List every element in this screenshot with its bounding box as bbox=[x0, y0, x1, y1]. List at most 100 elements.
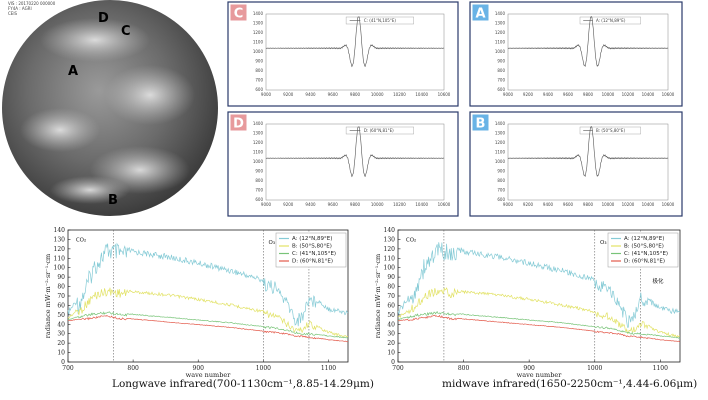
x-tick-label: 9800 bbox=[583, 92, 594, 97]
legend-box bbox=[345, 126, 414, 135]
globe-header-line: VIS : 20170220 000000 bbox=[8, 1, 56, 6]
panel-badge bbox=[471, 3, 490, 22]
chart-annotation: O₃ bbox=[600, 240, 607, 246]
y-tick-label: 110 bbox=[54, 255, 66, 262]
panel-frame bbox=[469, 111, 683, 217]
y-tick-label: 130 bbox=[384, 236, 396, 243]
y-tick-label: 900 bbox=[497, 169, 505, 174]
y-tick-label: 1200 bbox=[253, 30, 264, 35]
cloud-band bbox=[105, 65, 195, 125]
legend-label: D: (60°N,81°E) bbox=[292, 259, 333, 265]
plot-area bbox=[265, 13, 445, 91]
y-tick-label: 140 bbox=[384, 227, 396, 234]
y-tick-label: 110 bbox=[384, 255, 396, 262]
x-tick-label: 9000 bbox=[503, 92, 514, 97]
y-tick-label: 1400 bbox=[253, 121, 264, 126]
x-tick-label: 10200 bbox=[622, 202, 635, 207]
y-tick-label: 1000 bbox=[253, 49, 264, 54]
x-tick-label: 10000 bbox=[602, 202, 615, 207]
x-tick-label: 10000 bbox=[371, 202, 384, 207]
globe-label-b: B bbox=[108, 193, 118, 208]
panel-frame bbox=[227, 111, 459, 217]
x-tick-label: 9600 bbox=[563, 202, 574, 207]
y-tick-label: 1000 bbox=[253, 159, 264, 164]
x-tick-label: 9200 bbox=[283, 202, 294, 207]
y-tick-label: 50 bbox=[387, 312, 395, 319]
x-tick-label: 9000 bbox=[261, 92, 272, 97]
y-tick-label: 1300 bbox=[495, 131, 506, 136]
x-tick-label: 9600 bbox=[563, 92, 574, 97]
y-tick-label: 1100 bbox=[495, 40, 506, 45]
legend-label: B: (50°S,80°E) bbox=[292, 244, 332, 250]
legend-box bbox=[579, 126, 641, 135]
y-tick-label: 50 bbox=[57, 312, 65, 319]
y-tick-label: 140 bbox=[54, 227, 66, 234]
y-tick-label: 1300 bbox=[253, 21, 264, 26]
x-tick-label: 9200 bbox=[283, 92, 294, 97]
y-tick-label: 800 bbox=[255, 178, 263, 183]
x-axis-label: wave number bbox=[517, 371, 563, 379]
x-tick-label: 900 bbox=[523, 365, 535, 372]
x-tick-label: 10600 bbox=[438, 92, 451, 97]
y-tick-label: 600 bbox=[255, 197, 263, 202]
panel-frame bbox=[227, 1, 459, 107]
interferogram-line bbox=[265, 126, 445, 178]
x-tick-label: 1000 bbox=[587, 365, 602, 372]
satellite-globe-image: VIS : 20170220 000000 FY4A : AGRI CEIS D… bbox=[2, 0, 218, 216]
y-tick-label: 70 bbox=[57, 293, 65, 300]
interferogram-line bbox=[265, 16, 445, 68]
y-tick-label: 40 bbox=[387, 321, 395, 328]
series-line bbox=[67, 311, 349, 339]
x-tick-label: 9200 bbox=[523, 202, 534, 207]
y-tick-label: 30 bbox=[387, 331, 395, 338]
y-tick-label: 1400 bbox=[495, 11, 506, 16]
spectrum-chart: 0 10 20 30 40 50 60 70 80 90 100 110 120 130 140 700 800… bbox=[44, 227, 349, 379]
x-tick-label: 10200 bbox=[393, 92, 406, 97]
y-tick-label: 20 bbox=[387, 340, 395, 347]
x-tick-label: 10400 bbox=[642, 92, 655, 97]
globe-header-line: FY4A : AGRI bbox=[8, 6, 32, 11]
y-tick-label: 70 bbox=[387, 293, 395, 300]
y-tick-label: 900 bbox=[255, 169, 263, 174]
cloud-band bbox=[20, 108, 100, 152]
legend-label: C: (41°N,105°E) bbox=[292, 251, 336, 257]
chart-annotation: 极化 bbox=[652, 277, 664, 285]
chart-annotation: CO₂ bbox=[76, 237, 86, 243]
y-tick-label: 1100 bbox=[253, 150, 264, 155]
y-axis-label: radiance mW·m⁻²·sr⁻¹·cm bbox=[374, 254, 382, 338]
y-tick-label: 900 bbox=[255, 59, 263, 64]
panel-frame bbox=[469, 1, 683, 107]
y-tick-label: 1100 bbox=[253, 40, 264, 45]
y-tick-label: 100 bbox=[384, 265, 396, 272]
x-tick-label: 1000 bbox=[256, 365, 271, 372]
y-tick-label: 120 bbox=[54, 246, 66, 253]
x-tick-label: 10600 bbox=[438, 202, 451, 207]
y-tick-label: 600 bbox=[497, 87, 505, 92]
x-tick-label: 10200 bbox=[393, 202, 406, 207]
x-tick-label: 9400 bbox=[543, 202, 554, 207]
legend-box bbox=[579, 16, 641, 25]
y-tick-label: 90 bbox=[387, 274, 395, 281]
interferogram-line bbox=[507, 125, 669, 178]
legend-label: B: (50°S,80°E) bbox=[596, 128, 625, 133]
panel-badge bbox=[471, 113, 490, 132]
y-tick-label: 90 bbox=[57, 274, 65, 281]
legend-label: D: (60°N,81°E) bbox=[624, 259, 665, 265]
legend-box bbox=[345, 16, 414, 25]
y-tick-label: 80 bbox=[57, 284, 65, 291]
y-tick-label: 700 bbox=[255, 188, 263, 193]
panel-badge-letter: D bbox=[233, 117, 244, 132]
y-tick-label: 20 bbox=[57, 340, 65, 347]
x-tick-label: 9400 bbox=[543, 92, 554, 97]
panel-badge-letter: C bbox=[234, 7, 244, 22]
y-tick-label: 700 bbox=[497, 78, 505, 83]
y-tick-label: 1400 bbox=[253, 11, 264, 16]
x-tick-label: 9800 bbox=[350, 92, 361, 97]
x-tick-label: 10400 bbox=[415, 202, 428, 207]
x-tick-label: 1100 bbox=[653, 365, 668, 372]
